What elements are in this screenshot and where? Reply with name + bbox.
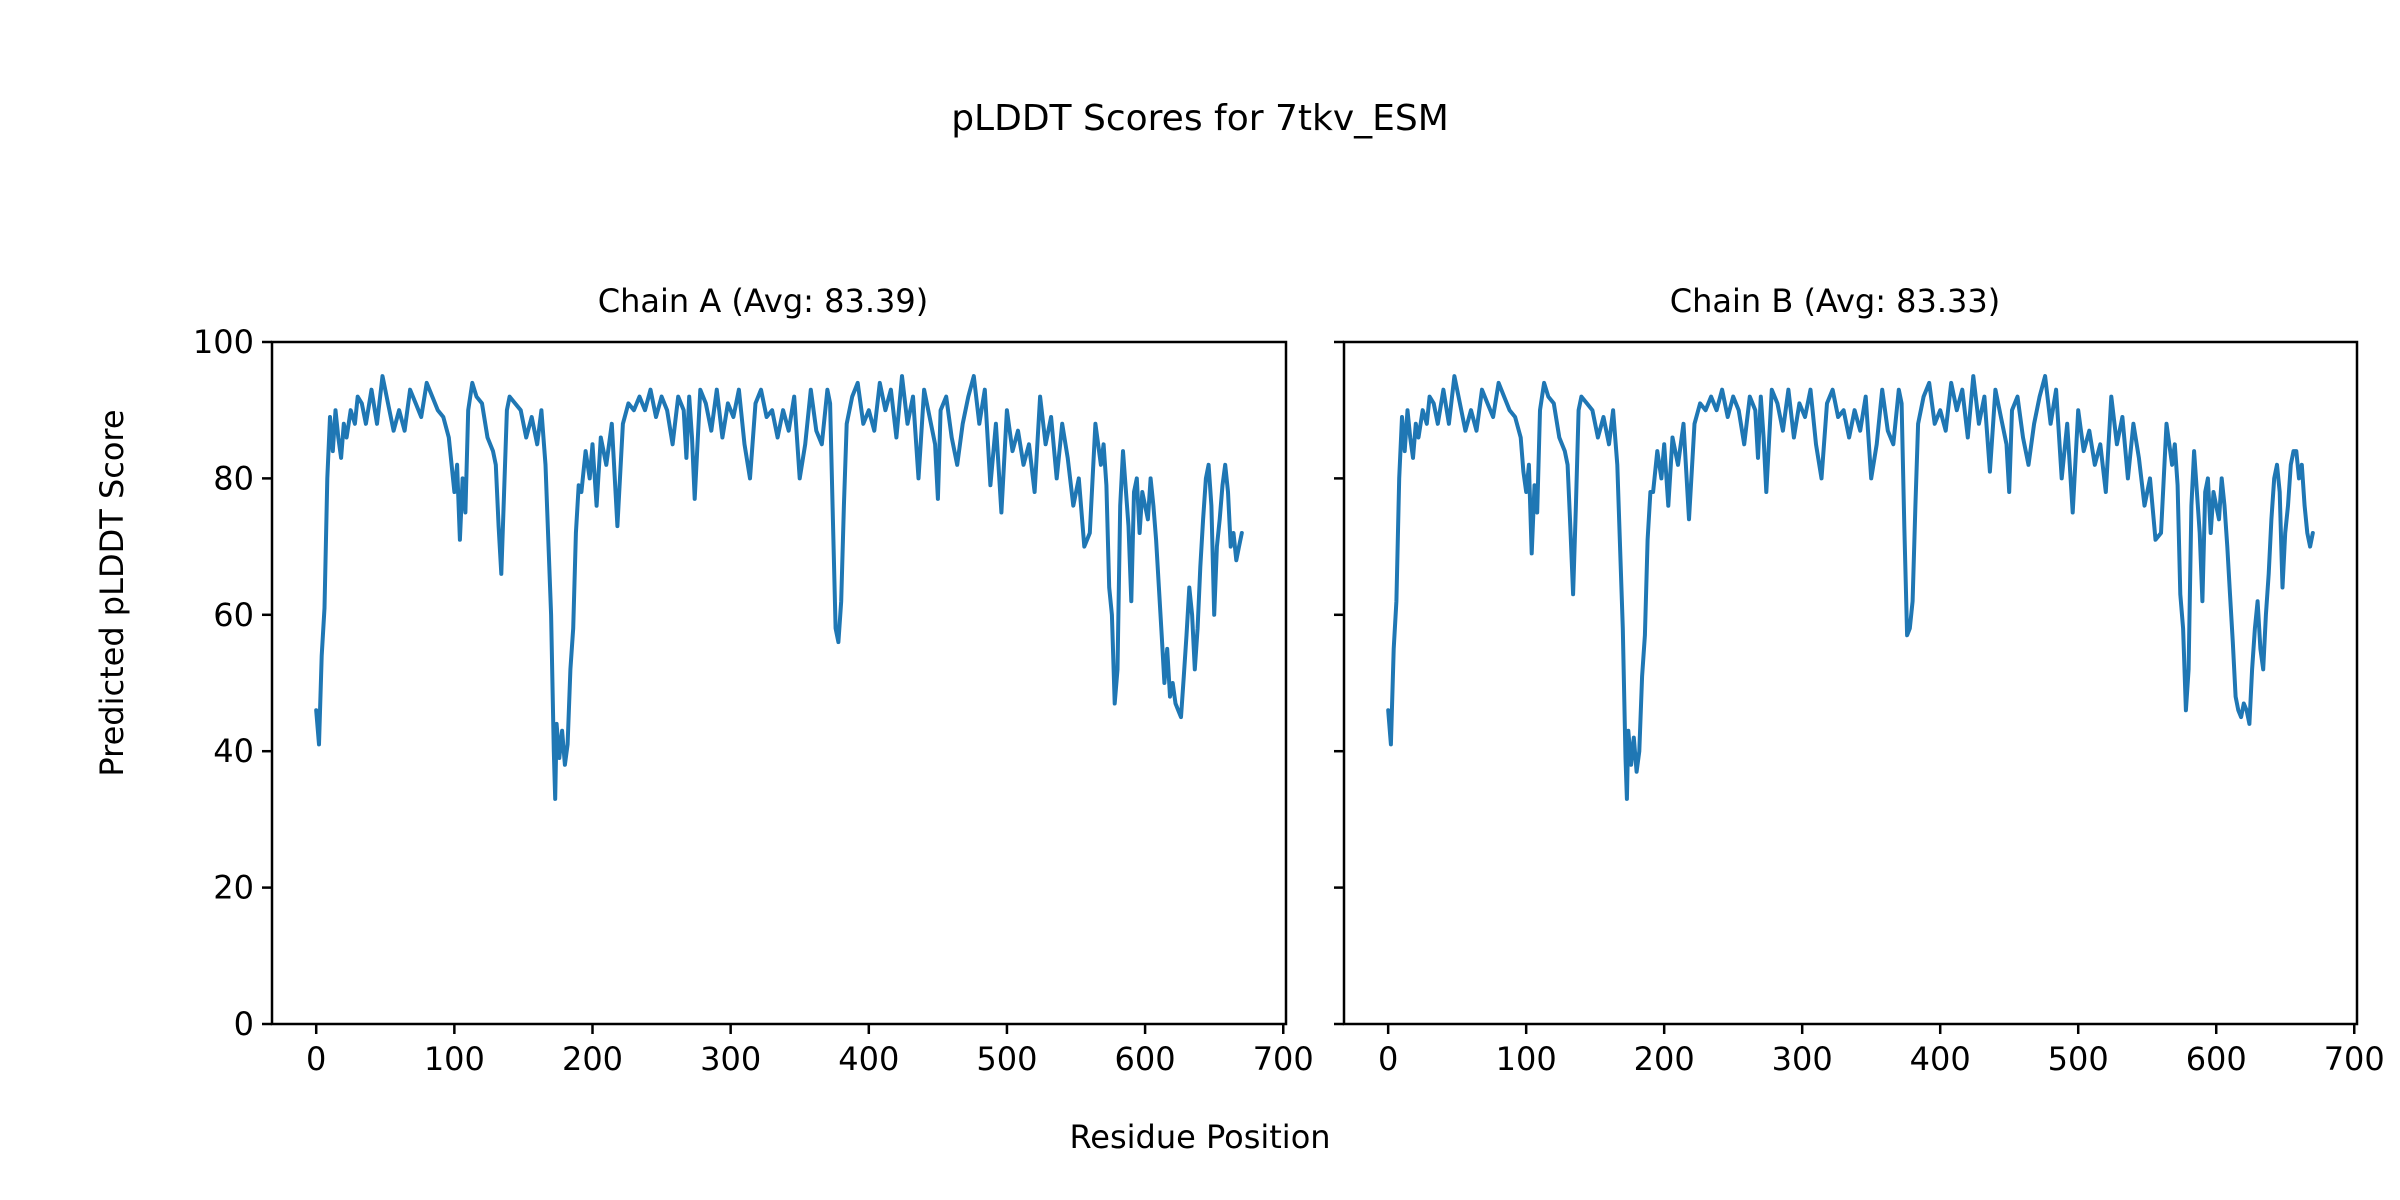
chain-a-series-line	[314, 374, 1244, 801]
chain-b-x-tick-label: 300	[1772, 1040, 1833, 1078]
chain-b-x-tick-label: 0	[1378, 1040, 1398, 1078]
chain-a-y-tick-label: 40	[213, 732, 254, 770]
chain-a-y-tick-label: 20	[213, 869, 254, 907]
chain-b-series-line	[1386, 374, 2315, 801]
chain-a-panel: Chain A (Avg: 83.39) 0 100 200 300 400 500 600…	[193, 282, 1314, 1078]
chain-b-x-tick-label: 100	[1496, 1040, 1557, 1078]
chain-b-x-tick-label: 200	[1634, 1040, 1695, 1078]
chain-a-y-tick-label: 100	[193, 323, 254, 361]
chain-a-plot-frame	[270, 340, 1288, 1026]
figure-title: pLDDT Scores for 7tkv_ESM	[951, 98, 1449, 139]
chain-b-x-tick-label: 700	[2324, 1040, 2385, 1078]
y-axis-label: Predicted pLDDT Score	[93, 409, 131, 776]
chain-a-axes: 0 100 200 300 400 500 600 700 0 20 40 60 80 100	[193, 323, 1314, 1078]
chain-b-panel: Chain B (Avg: 83.33) 0 100 200 300 400 500 600…	[1334, 282, 2385, 1078]
chain-a-x-tick-label: 0	[306, 1040, 326, 1078]
chain-b-axes: 0 100 200 300 400 500 600 700	[1334, 340, 2385, 1078]
chain-b-title: Chain B (Avg: 83.33)	[1670, 282, 2001, 320]
chain-a-x-tick-label: 100	[424, 1040, 485, 1078]
chain-a-x-tick-label: 600	[1115, 1040, 1176, 1078]
chain-a-y-tick-label: 80	[213, 459, 254, 497]
chain-a-title: Chain A (Avg: 83.39)	[598, 282, 928, 320]
chain-a-x-tick-label: 300	[700, 1040, 761, 1078]
chain-a-x-tick-label: 200	[562, 1040, 623, 1078]
chain-a-x-tick-label: 400	[838, 1040, 899, 1078]
x-axis-label: Residue Position	[1069, 1118, 1330, 1156]
chain-b-x-tick-label: 400	[1910, 1040, 1971, 1078]
chain-a-x-tick-label: 700	[1253, 1040, 1314, 1078]
chain-a-x-tick-label: 500	[976, 1040, 1037, 1078]
chain-b-x-tick-label: 500	[2048, 1040, 2109, 1078]
chain-b-plot-frame	[1342, 340, 2359, 1026]
chain-a-y-tick-label: 0	[234, 1005, 254, 1043]
chain-b-x-tick-label: 600	[2186, 1040, 2247, 1078]
chain-a-y-tick-label: 60	[213, 596, 254, 634]
